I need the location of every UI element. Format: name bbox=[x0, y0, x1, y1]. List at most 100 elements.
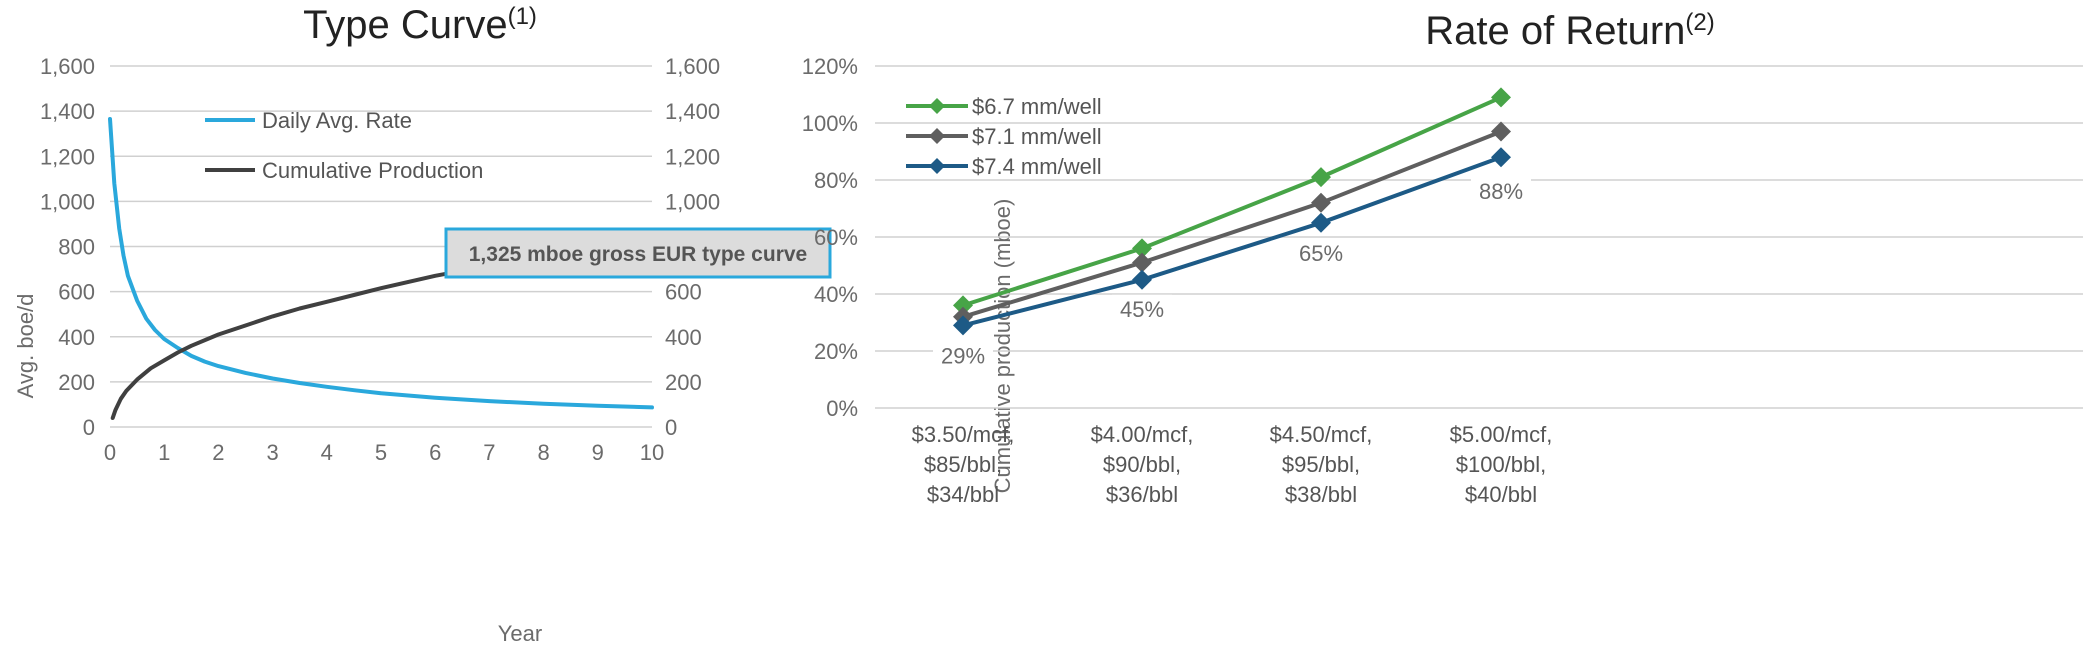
type-curve-x-ticks: 0 1 2 3 4 5 6 7 8 9 10 bbox=[104, 440, 664, 465]
ror-y-tick-label: 0% bbox=[826, 396, 858, 421]
type-curve-right-tick-label: 1,200 bbox=[665, 144, 720, 169]
ror-y-ticks: 0% 20% 40% 60% 80% 100% 120% bbox=[802, 54, 858, 421]
ror-data-label-bg bbox=[1471, 177, 1531, 208]
type-curve-x-axis-title: Year bbox=[498, 621, 542, 646]
type-curve-right-tick-label: 1,000 bbox=[665, 189, 720, 214]
ror-title-text: Rate of Return bbox=[1425, 9, 1685, 53]
type-curve-left-tick-label: 800 bbox=[58, 235, 95, 260]
ror-series-6-7mm-line bbox=[962, 95, 1502, 308]
type-curve-chart: Type Curve(1) 02004006008001,0001,2001,4… bbox=[13, 3, 1015, 646]
ror-category-label: $100/bbl, bbox=[1456, 452, 1547, 477]
type-curve-left-tick-label: 0 bbox=[83, 415, 95, 440]
type-curve-x-tick-label: 9 bbox=[592, 440, 604, 465]
ror-data-label: 65% bbox=[1299, 241, 1343, 266]
type-curve-right-tick-label: 1,600 bbox=[665, 54, 720, 79]
ror-series-6-7mm-marker bbox=[1491, 87, 1511, 108]
ror-category-label: $3.50/mcf, bbox=[912, 422, 1015, 447]
type-curve-x-tick-label: 1 bbox=[158, 440, 170, 465]
type-curve-y2-axis-title: Cumulative production (mboe) bbox=[990, 199, 1015, 494]
type-curve-right-tick-label: 600 bbox=[665, 280, 702, 305]
annotation-text: 1,325 mboe gross EUR type curve bbox=[469, 243, 807, 266]
ror-category-label: $4.00/mcf, bbox=[1091, 422, 1194, 447]
ror-legend-swatch-marker bbox=[929, 158, 945, 174]
type-curve-x-tick-label: 4 bbox=[321, 440, 333, 465]
type-curve-x-tick-label: 8 bbox=[537, 440, 549, 465]
type-curve-left-tick-label: 200 bbox=[58, 370, 95, 395]
ror-series-7-4mm-marker bbox=[1311, 212, 1331, 233]
annotation-box bbox=[444, 227, 832, 279]
type-curve-legend: Daily Avg. Rate Cumulative Production bbox=[205, 108, 483, 183]
ror-legend-swatch-marker bbox=[929, 98, 945, 114]
ror-series-7-4mm-line bbox=[962, 155, 1502, 328]
ror-data-label: 29% bbox=[941, 343, 985, 368]
type-curve-right-tick-label: 0 bbox=[665, 415, 677, 440]
ror-category-label: $36/bbl bbox=[1106, 482, 1178, 507]
ror-data-label-bg bbox=[933, 341, 993, 372]
ror-series-7-4mm-marker bbox=[1132, 269, 1152, 290]
rate-of-return-chart: Rate of Return(2) 0% 20% 40% 60% 80% 100% 120%… bbox=[802, 9, 2083, 507]
ror-category-label: $40/bbl bbox=[1465, 482, 1537, 507]
ror-y-tick-label: 120% bbox=[802, 54, 858, 79]
ror-data-label-bg bbox=[1112, 294, 1172, 325]
ror-data-label: 88% bbox=[1479, 179, 1523, 204]
ror-legend-label: $7.1 mm/well bbox=[972, 124, 1102, 149]
type-curve-x-tick-label: 6 bbox=[429, 440, 441, 465]
ror-y-tick-label: 40% bbox=[814, 282, 858, 307]
type-curve-right-tick-label: 1,400 bbox=[665, 99, 720, 124]
type-curve-x-tick-label: 5 bbox=[375, 440, 387, 465]
type-curve-gridlines bbox=[110, 65, 652, 428]
ror-category-label: $95/bbl, bbox=[1282, 452, 1360, 477]
type-curve-x-tick-label: 0 bbox=[104, 440, 116, 465]
type-curve-title-footnote: (1) bbox=[508, 3, 537, 30]
ror-legend-swatch-marker bbox=[929, 128, 945, 144]
type-curve-left-ticks: 0 200 400 600 800 1,000 1,200 1,400 1,600 bbox=[40, 54, 95, 440]
ror-series bbox=[953, 87, 1511, 336]
ror-data-labels: 29% 45% 65% 88% bbox=[933, 177, 1531, 372]
ror-series-6-7mm-marker bbox=[1132, 238, 1152, 259]
ror-category-labels: $3.50/mcf, $85/bbl, $34/bbl $4.00/mcf, $90/b… bbox=[912, 422, 1553, 507]
ror-category-label: $85/bbl, bbox=[924, 452, 1002, 477]
type-curve-x-tick-label: 10 bbox=[640, 440, 664, 465]
ror-series-7-4mm-marker bbox=[1491, 147, 1511, 168]
type-curve-right-tick-label: 200 bbox=[665, 370, 702, 395]
ror-series-7-1mm-marker bbox=[1311, 192, 1331, 213]
type-curve-x-tick-label: 7 bbox=[483, 440, 495, 465]
type-curve-left-tick-label: 1,200 bbox=[40, 144, 95, 169]
ror-series-6-7mm-marker bbox=[953, 295, 973, 316]
ror-legend-label: $6.7 mm/well bbox=[972, 94, 1102, 119]
ror-category-label: $34/bbl bbox=[927, 482, 999, 507]
ror-series-7-1mm-line bbox=[962, 129, 1502, 319]
ror-title-footnote: (2) bbox=[1685, 9, 1714, 36]
ror-category-label: $38/bbl bbox=[1285, 482, 1357, 507]
legend-label-daily-rate: Daily Avg. Rate bbox=[262, 108, 412, 133]
ror-data-label-bg bbox=[1291, 238, 1351, 269]
type-curve-left-tick-label: 1,400 bbox=[40, 99, 95, 124]
type-curve-annotation: 1,325 mboe gross EUR type curve bbox=[444, 227, 832, 279]
ror-y-tick-label: 60% bbox=[814, 225, 858, 250]
type-curve-x-tick-label: 3 bbox=[266, 440, 278, 465]
type-curve-left-tick-label: 400 bbox=[58, 325, 95, 350]
type-curve-left-tick-label: 600 bbox=[58, 280, 95, 305]
ror-title: Rate of Return(2) bbox=[1425, 9, 1714, 53]
ror-category-label: $4.50/mcf, bbox=[1270, 422, 1373, 447]
daily-avg-rate-line bbox=[108, 117, 654, 410]
ror-series-7-1mm-marker bbox=[1132, 252, 1152, 273]
type-curve-left-tick-label: 1,600 bbox=[40, 54, 95, 79]
ror-data-label: 45% bbox=[1120, 297, 1164, 322]
legend-label-cumulative: Cumulative Production bbox=[262, 158, 483, 183]
ror-y-tick-label: 80% bbox=[814, 168, 858, 193]
type-curve-x-tick-label: 2 bbox=[212, 440, 224, 465]
ror-series-6-7mm-marker bbox=[1311, 167, 1331, 188]
ror-y-tick-label: 100% bbox=[802, 111, 858, 136]
ror-legend-label: $7.4 mm/well bbox=[972, 154, 1102, 179]
type-curve-title-text: Type Curve bbox=[303, 3, 508, 47]
ror-series-7-4mm-marker bbox=[953, 315, 973, 336]
type-curve-right-tick-label: 400 bbox=[665, 325, 702, 350]
ror-category-label: $90/bbl, bbox=[1103, 452, 1181, 477]
ror-category-label: $5.00/mcf, bbox=[1450, 422, 1553, 447]
ror-legend: $6.7 mm/well $7.1 mm/well $7.4 mm/well bbox=[906, 94, 1102, 179]
ror-y-tick-label: 20% bbox=[814, 339, 858, 364]
type-curve-title: Type Curve(1) bbox=[303, 3, 537, 47]
